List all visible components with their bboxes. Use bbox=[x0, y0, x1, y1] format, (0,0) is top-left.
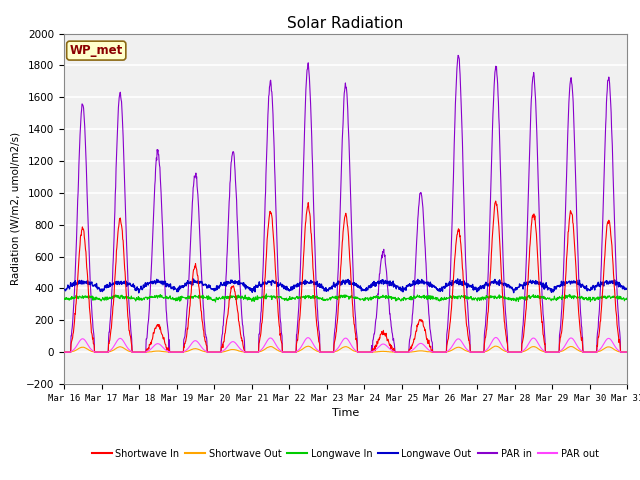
Legend: Shortwave In, Shortwave Out, Longwave In, Longwave Out, PAR in, PAR out: Shortwave In, Shortwave Out, Longwave In… bbox=[88, 445, 603, 463]
Text: WP_met: WP_met bbox=[70, 44, 123, 57]
Y-axis label: Radiation (W/m2, umol/m2/s): Radiation (W/m2, umol/m2/s) bbox=[10, 132, 20, 286]
Title: Solar Radiation: Solar Radiation bbox=[287, 16, 404, 31]
X-axis label: Time: Time bbox=[332, 408, 359, 418]
